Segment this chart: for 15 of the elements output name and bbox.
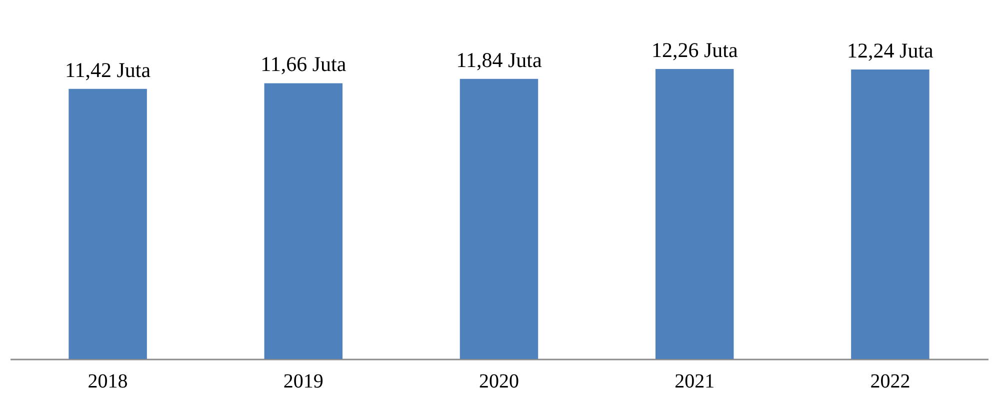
x-tick-label: 2021 xyxy=(674,370,715,392)
bar xyxy=(264,83,343,359)
bar xyxy=(655,69,734,359)
data-label: 12,26 Juta xyxy=(651,38,738,62)
x-tick-label: 2022 xyxy=(870,370,910,392)
bar xyxy=(68,88,147,359)
data-label: 11,42 Juta xyxy=(65,58,152,82)
x-tick-label: 2019 xyxy=(283,370,324,392)
data-label: 11,66 Juta xyxy=(260,52,347,76)
data-label: 12,24 Juta xyxy=(847,38,934,62)
bar xyxy=(460,78,538,359)
data-label: 11,84 Juta xyxy=(456,48,542,72)
x-tick-label: 2018 xyxy=(88,370,128,392)
bar xyxy=(851,69,930,359)
x-tick-label: 2020 xyxy=(479,370,519,392)
